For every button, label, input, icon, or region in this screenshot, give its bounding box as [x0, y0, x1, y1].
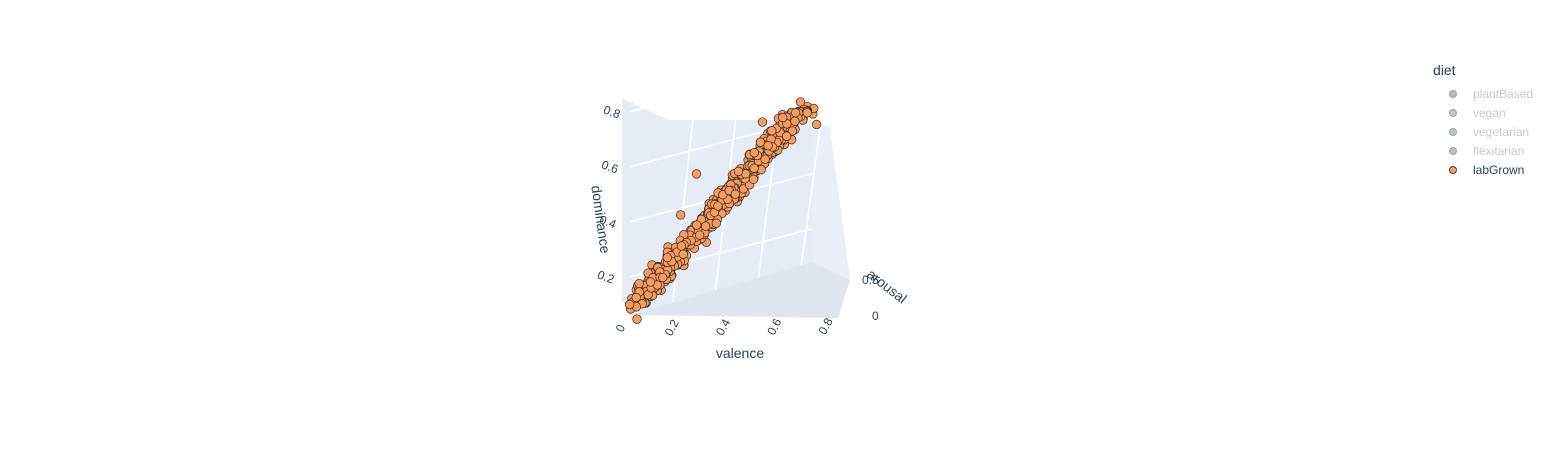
data-point[interactable] — [631, 292, 641, 303]
data-point[interactable] — [749, 148, 759, 158]
x-tick-label: 0.4 — [713, 316, 733, 338]
y-tick-label: 0.5 — [862, 273, 879, 287]
data-point[interactable] — [678, 249, 688, 259]
legend-marker — [1449, 146, 1457, 155]
legend-item-labGrown[interactable]: labGrown — [1430, 160, 1550, 179]
legend-label: vegan — [1473, 105, 1506, 120]
legend-item-vegan[interactable]: vegan — [1430, 103, 1550, 122]
data-point[interactable] — [781, 131, 792, 141]
data-point[interactable] — [691, 169, 702, 179]
data-point[interactable] — [676, 241, 687, 251]
valence-ticks: 0 0.2 0.4 0.6 0.8 — [613, 315, 836, 338]
data-point[interactable] — [763, 141, 773, 151]
data-point[interactable] — [811, 119, 822, 130]
legend-label: labGrown — [1473, 162, 1525, 177]
data-point[interactable] — [695, 230, 705, 240]
data-point[interactable] — [658, 272, 668, 283]
data-point[interactable] — [632, 314, 642, 324]
side-wall — [812, 120, 850, 280]
data-point[interactable] — [634, 278, 644, 289]
data-point[interactable] — [733, 166, 744, 177]
floor-plane — [630, 262, 850, 318]
legend-item-plantBased[interactable]: plantBased — [1430, 84, 1550, 103]
z-tick-label: 0.8 — [602, 103, 623, 122]
data-point[interactable] — [787, 126, 798, 136]
data-point[interactable] — [713, 201, 723, 211]
data-point[interactable] — [692, 220, 702, 230]
data-point[interactable] — [700, 221, 711, 231]
legend-label: plantBased — [1473, 86, 1534, 101]
data-point[interactable] — [778, 112, 788, 123]
legend-label: flexitarian — [1473, 143, 1525, 158]
data-point[interactable] — [767, 126, 777, 136]
data-point[interactable] — [757, 117, 768, 127]
data-point[interactable] — [790, 108, 801, 118]
data-point[interactable] — [760, 154, 770, 164]
data-point[interactable] — [625, 299, 635, 310]
legend-item-vegetarian[interactable]: vegetarian — [1430, 122, 1550, 141]
legend-marker — [1449, 89, 1457, 98]
z-tick-label: 0.4 — [598, 213, 619, 232]
data-point[interactable] — [802, 108, 812, 118]
x-tick-label: 0.2 — [662, 317, 682, 339]
legend-marker — [1449, 108, 1457, 117]
legend-item-flexitarian[interactable]: flexitarian — [1430, 141, 1550, 160]
legend: diet plantBased vegan vegetarian flexitaria… — [1430, 62, 1550, 179]
data-points[interactable] — [625, 97, 822, 324]
legend-label: vegetarian — [1473, 124, 1530, 139]
legend-marker — [1449, 127, 1457, 136]
z-axis-title: dominance — [588, 184, 613, 254]
legend-title: diet — [1433, 62, 1456, 78]
x-tick-label: 0.8 — [816, 315, 836, 337]
y-tick-label: 0 — [872, 309, 879, 323]
data-point[interactable] — [748, 174, 759, 184]
arousal-ticks: 00.5 — [862, 273, 879, 323]
data-point[interactable] — [711, 218, 721, 228]
data-point[interactable] — [755, 137, 766, 147]
data-point[interactable] — [790, 116, 800, 126]
data-point[interactable] — [676, 210, 686, 220]
x-tick-label: 0.6 — [764, 316, 784, 338]
data-point[interactable] — [662, 252, 672, 263]
x-axis-title: valence — [716, 345, 764, 361]
data-point[interactable] — [749, 163, 759, 173]
z-tick-label: 0.6 — [600, 158, 621, 177]
data-point[interactable] — [730, 189, 740, 199]
dominance-ticks: 0.2 0.4 0.6 0.8 — [596, 103, 623, 287]
z-tick-label: 0.2 — [596, 268, 617, 287]
data-point[interactable] — [645, 277, 656, 287]
legend-marker — [1449, 165, 1457, 174]
x-tick-label: 0 — [613, 322, 629, 335]
